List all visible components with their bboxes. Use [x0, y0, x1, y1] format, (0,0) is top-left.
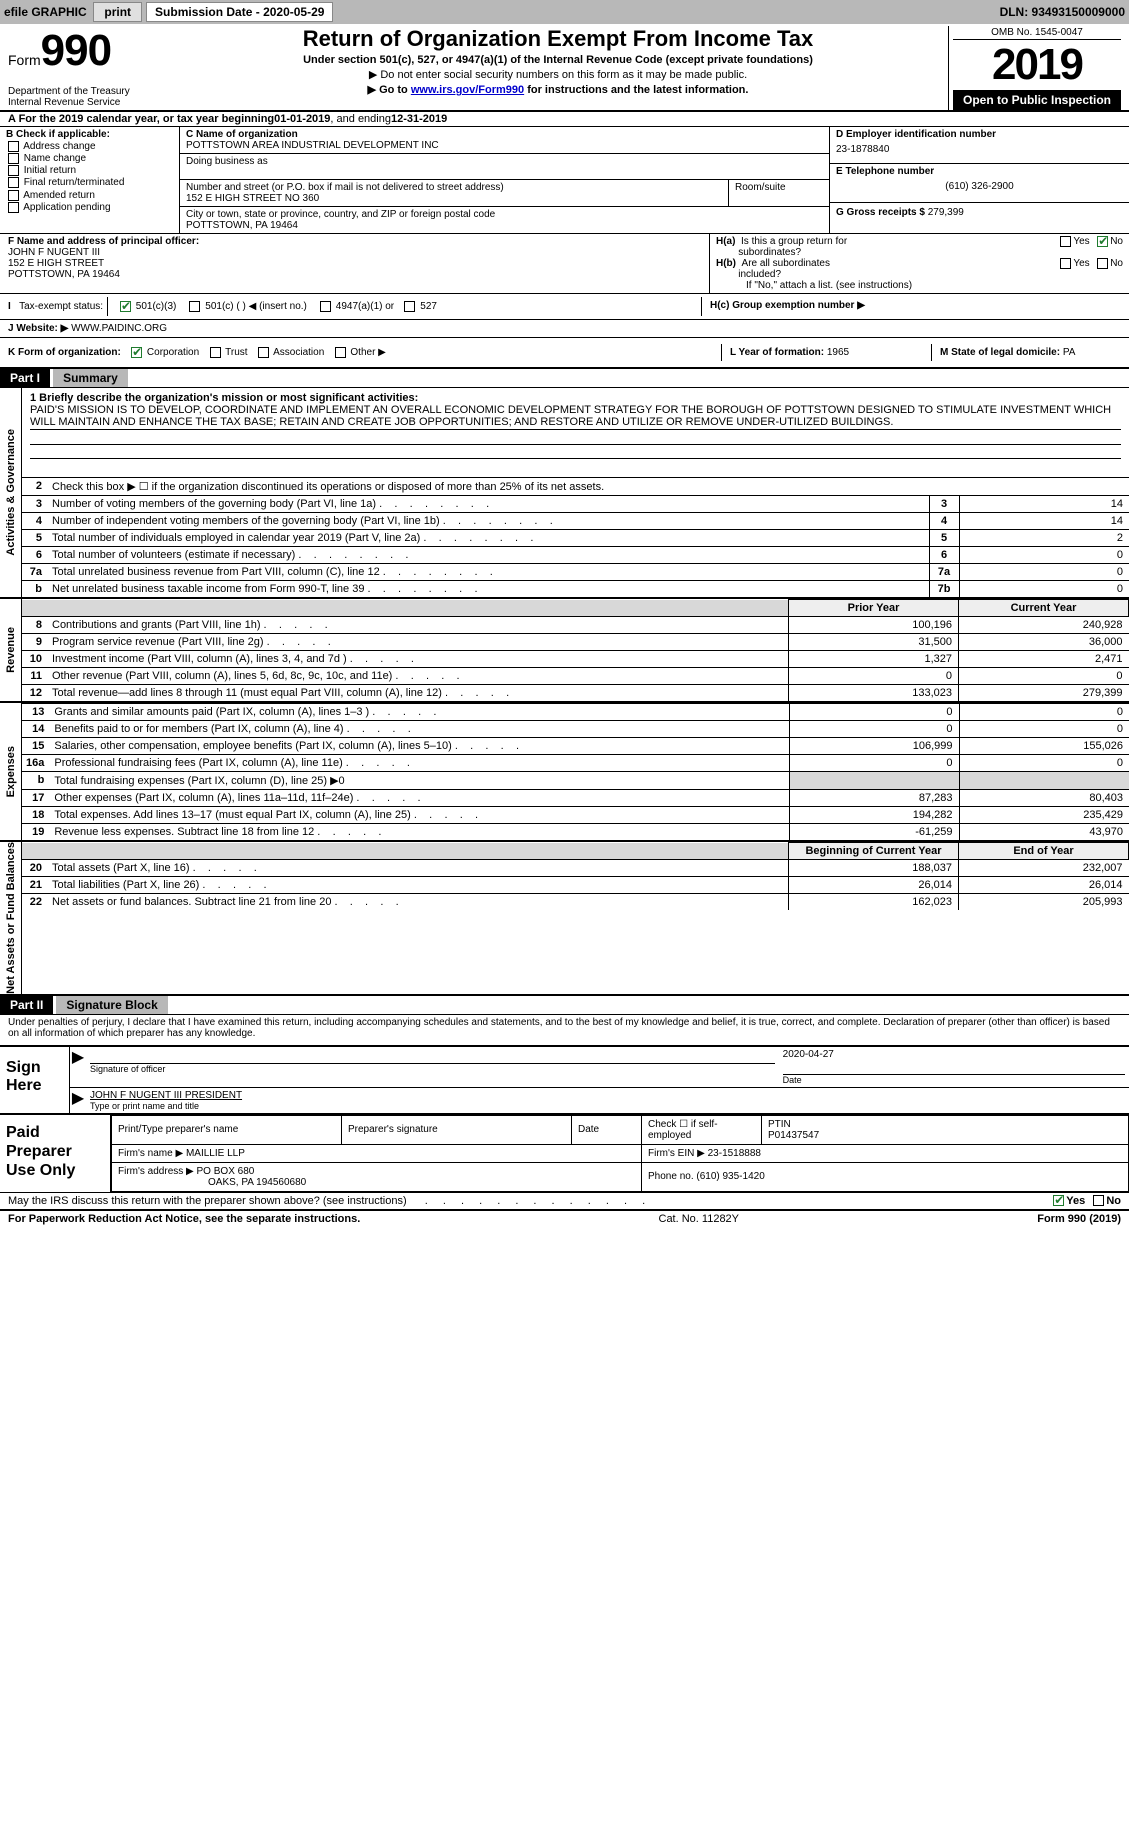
- discuss-yes[interactable]: [1053, 1195, 1064, 1206]
- dba-box: Doing business as: [180, 154, 829, 180]
- cb-address-change[interactable]: Address change: [6, 141, 173, 152]
- table-row: 22Net assets or fund balances. Subtract …: [22, 894, 1129, 911]
- sign-here: Sign Here ▶ Signature of officer 2020-04…: [0, 1045, 1129, 1113]
- perjury-statement: Under penalties of perjury, I declare th…: [0, 1014, 1129, 1045]
- cb-final-return[interactable]: Final return/terminated: [6, 177, 173, 188]
- ein-tel-col: D Employer identification number 23-1878…: [829, 127, 1129, 233]
- form-subtitle: Under section 501(c), 527, or 4947(a)(1)…: [176, 54, 940, 66]
- officer-group-row: F Name and address of principal officer:…: [0, 233, 1129, 293]
- city-box: City or town, state or province, country…: [180, 207, 829, 233]
- table-row: 21Total liabilities (Part X, line 26)26,…: [22, 877, 1129, 894]
- hb-yes[interactable]: [1060, 258, 1071, 269]
- table-row: 20Total assets (Part X, line 16)188,0372…: [22, 860, 1129, 877]
- cb-4947[interactable]: [320, 301, 331, 312]
- print-button[interactable]: print: [93, 2, 142, 22]
- cb-trust[interactable]: [210, 347, 221, 358]
- tax-year: 2019: [953, 40, 1121, 90]
- cb-initial-return[interactable]: Initial return: [6, 165, 173, 176]
- cb-501c[interactable]: [189, 301, 200, 312]
- part-2-header: Part II Signature Block: [0, 994, 1129, 1014]
- hb-no[interactable]: [1097, 258, 1108, 269]
- table-row: 14Benefits paid to or for members (Part …: [22, 721, 1129, 738]
- ha-yes[interactable]: [1060, 236, 1071, 247]
- instruction-2: ▶ Go to www.irs.gov/Form990 for instruct…: [176, 83, 940, 96]
- org-name-box: C Name of organization POTTSTOWN AREA IN…: [180, 127, 829, 154]
- table-row: 9Program service revenue (Part VIII, lin…: [22, 634, 1129, 651]
- cb-501c3[interactable]: [120, 301, 131, 312]
- sign-date: 2020-04-27: [783, 1049, 834, 1060]
- submission-date: Submission Date - 2020-05-29: [146, 2, 333, 22]
- balances-section: Net Assets or Fund Balances Beginning of…: [0, 840, 1129, 994]
- firm-name: MAILLIE LLP: [186, 1148, 245, 1159]
- org-info-grid: B Check if applicable: Address change Na…: [0, 126, 1129, 233]
- instruction-1: ▶ Do not enter social security numbers o…: [176, 68, 940, 81]
- table-row: 12Total revenue—add lines 8 through 11 (…: [22, 685, 1129, 702]
- efile-label: efile GRAPHIC: [4, 5, 87, 19]
- firm-ein: 23-1518888: [708, 1148, 761, 1159]
- table-row: 10Investment income (Part VIII, column (…: [22, 651, 1129, 668]
- table-row: 11Other revenue (Part VIII, column (A), …: [22, 668, 1129, 685]
- firm-phone: (610) 935-1420: [696, 1171, 764, 1182]
- table-row: 4Number of independent voting members of…: [22, 513, 1129, 530]
- principal-officer: F Name and address of principal officer:…: [0, 234, 709, 293]
- cb-app-pending[interactable]: Application pending: [6, 202, 173, 213]
- table-row: 6Total number of volunteers (estimate if…: [22, 547, 1129, 564]
- table-row: 7aTotal unrelated business revenue from …: [22, 564, 1129, 581]
- telephone: (610) 326-2900: [836, 181, 1123, 192]
- expenses-section: Expenses 13Grants and similar amounts pa…: [0, 701, 1129, 840]
- cb-corp[interactable]: [131, 347, 142, 358]
- omb-number: OMB No. 1545-0047: [953, 26, 1121, 40]
- footer: For Paperwork Reduction Act Notice, see …: [0, 1209, 1129, 1227]
- irs-link[interactable]: www.irs.gov/Form990: [411, 84, 524, 96]
- tax-status-row: I Tax-exempt status: 501(c)(3) 501(c) ( …: [0, 293, 1129, 319]
- table-row: 19Revenue less expenses. Subtract line 1…: [22, 824, 1129, 841]
- group-return: H(a) Is this a group return for subordin…: [709, 234, 1129, 293]
- part-1-header: Part I Summary: [0, 367, 1129, 387]
- year-formation: 1965: [827, 347, 849, 358]
- discuss-no[interactable]: [1093, 1195, 1104, 1206]
- form-header: Form990 Department of the Treasury Inter…: [0, 24, 1129, 110]
- top-bar: efile GRAPHIC print Submission Date - 20…: [0, 0, 1129, 24]
- ein-value: 23-1878840: [836, 144, 1123, 155]
- table-row: bNet unrelated business taxable income f…: [22, 581, 1129, 598]
- website-value: WWW.PAIDINC.ORG: [71, 323, 167, 334]
- hc-row: H(c) Group exemption number ▶: [701, 297, 1121, 316]
- table-row: 16aProfessional fundraising fees (Part I…: [22, 755, 1129, 772]
- governance-section: Activities & Governance 1 Briefly descri…: [0, 387, 1129, 597]
- table-row: 13Grants and similar amounts paid (Part …: [22, 704, 1129, 721]
- form-org-row: K Form of organization: Corporation Trus…: [0, 337, 1129, 367]
- cb-name-change[interactable]: Name change: [6, 153, 173, 164]
- revenue-section: Revenue Prior Year Current Year 8Contrib…: [0, 597, 1129, 701]
- table-row: 17Other expenses (Part IX, column (A), l…: [22, 790, 1129, 807]
- dln: DLN: 93493150009000: [1000, 5, 1125, 19]
- cb-assoc[interactable]: [258, 347, 269, 358]
- ptin: P01437547: [768, 1130, 819, 1141]
- cb-amended[interactable]: Amended return: [6, 190, 173, 201]
- mission-text: PAID'S MISSION IS TO DEVELOP, COORDINATE…: [30, 404, 1121, 430]
- cb-527[interactable]: [404, 301, 415, 312]
- form-title: Return of Organization Exempt From Incom…: [176, 26, 940, 52]
- table-row: 18Total expenses. Add lines 13–17 (must …: [22, 807, 1129, 824]
- form-number: Form990: [8, 26, 168, 76]
- ha-no[interactable]: [1097, 236, 1108, 247]
- tax-year-row: A For the 2019 calendar year, or tax yea…: [0, 112, 1129, 126]
- check-applicable: B Check if applicable: Address change Na…: [0, 127, 180, 233]
- gross-receipts: 279,399: [928, 207, 964, 218]
- open-to-public: Open to Public Inspection: [953, 90, 1121, 110]
- table-row: 5Total number of individuals employed in…: [22, 530, 1129, 547]
- table-row: 15Salaries, other compensation, employee…: [22, 738, 1129, 755]
- room-box: Room/suite: [729, 180, 829, 206]
- officer-name: JOHN F NUGENT III PRESIDENT: [90, 1090, 242, 1101]
- discuss-row: May the IRS discuss this return with the…: [0, 1192, 1129, 1209]
- website-row: J Website: ▶ WWW.PAIDINC.ORG: [0, 319, 1129, 337]
- paid-preparer: Paid Preparer Use Only Print/Type prepar…: [0, 1113, 1129, 1192]
- table-row: 8Contributions and grants (Part VIII, li…: [22, 617, 1129, 634]
- cb-other[interactable]: [335, 347, 346, 358]
- table-row: 3Number of voting members of the governi…: [22, 496, 1129, 513]
- street-box: Number and street (or P.O. box if mail i…: [180, 180, 729, 206]
- department: Department of the Treasury Internal Reve…: [8, 86, 168, 108]
- state-domicile: PA: [1063, 347, 1076, 358]
- table-row: bTotal fundraising expenses (Part IX, co…: [22, 772, 1129, 790]
